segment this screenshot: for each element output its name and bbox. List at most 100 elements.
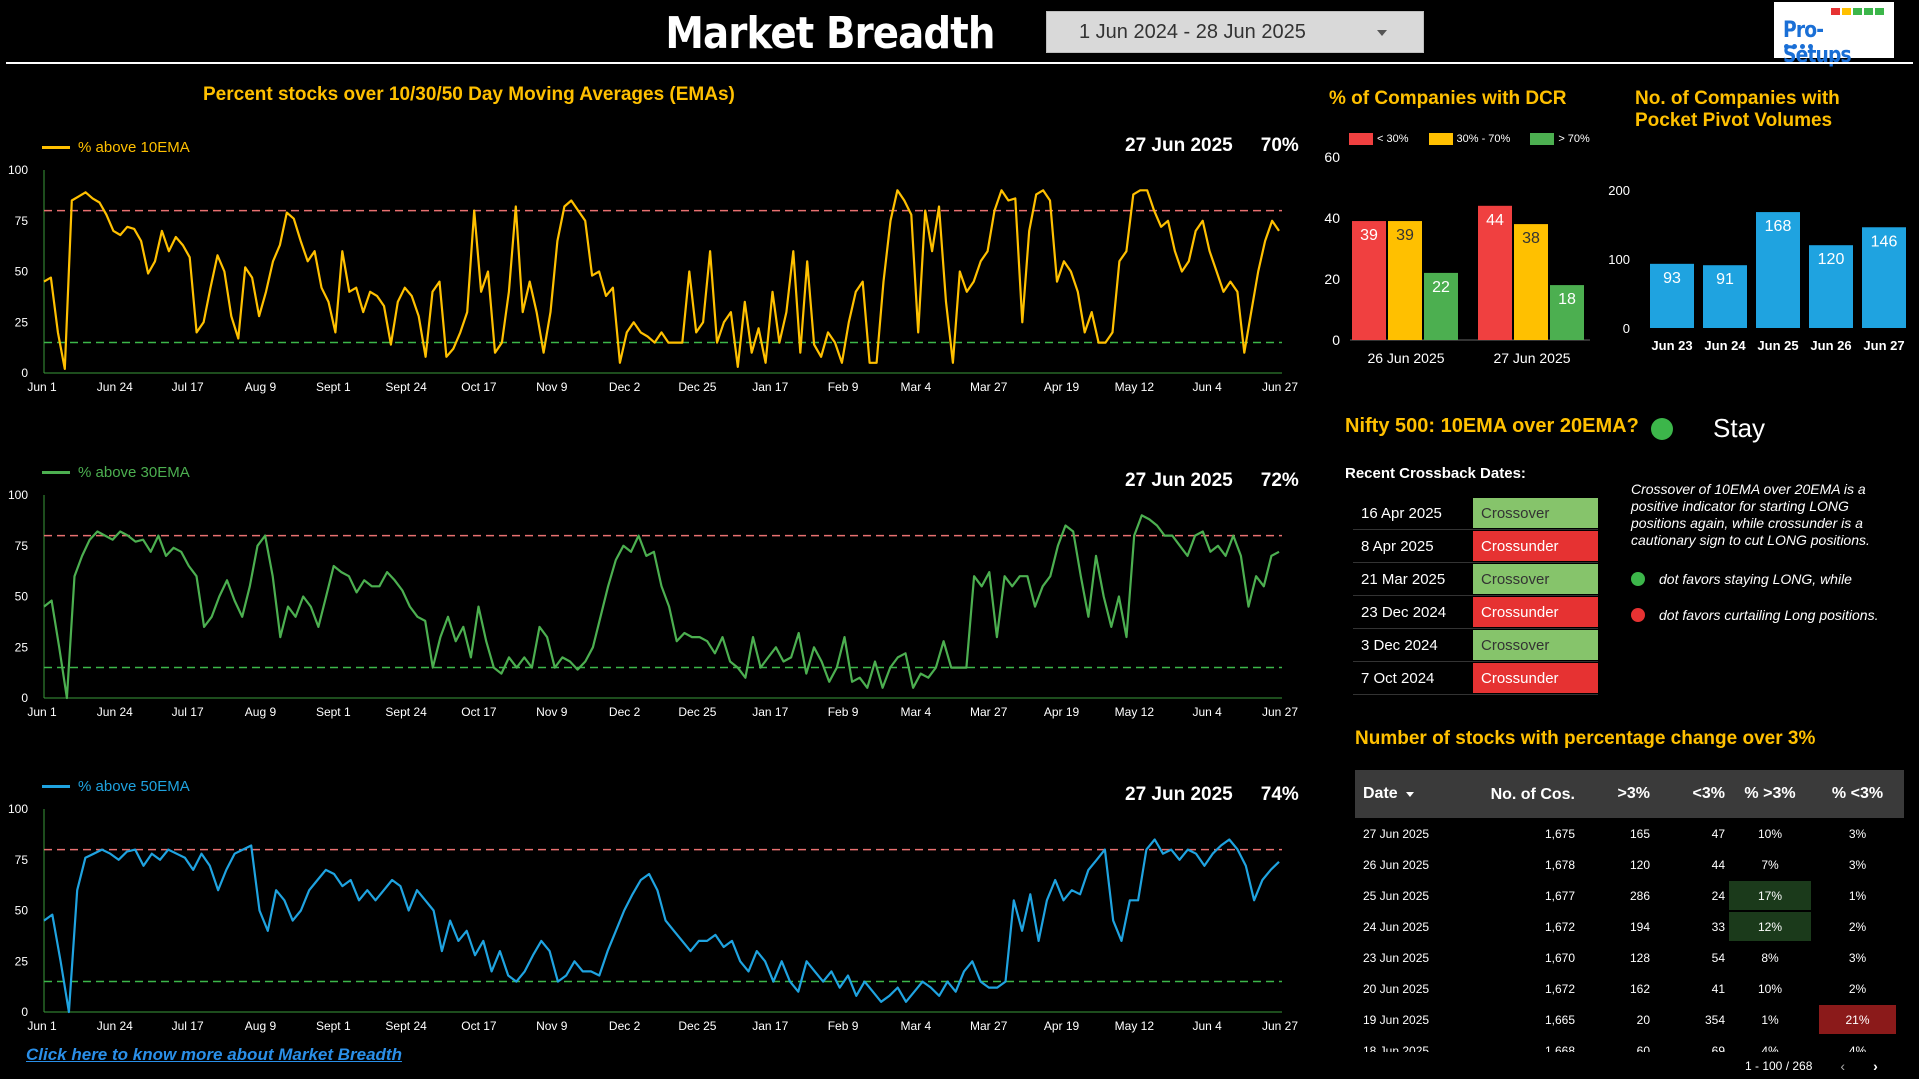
cell-plt: 3% (1848, 857, 1867, 872)
crossback-date: 21 Mar 2025 (1361, 570, 1446, 588)
cell-gt: 128 (1629, 950, 1650, 965)
bar-data-label: 168 (1765, 218, 1792, 235)
x-tick-label: May 12 (1115, 1019, 1155, 1033)
dcr-legend-mid: 30% - 70% (1428, 133, 1510, 145)
y-tick-label: 200 (1608, 183, 1630, 198)
bar-data-label: 39 (1360, 227, 1378, 244)
dcr-bar[interactable] (1388, 221, 1422, 340)
dcr-bar[interactable] (1514, 224, 1548, 340)
x-tick-label: Apr 19 (1044, 380, 1080, 394)
cell-date: 24 Jun 2025 (1363, 919, 1430, 934)
table-row[interactable]: 26 Jun 2025 1,678 120 44 7% 3% (1355, 849, 1904, 880)
table-row[interactable]: 24 Jun 2025 1,672 194 33 12% 2% (1355, 911, 1904, 942)
ema30-legend: % above 30EMA (42, 464, 190, 481)
red-dot-icon (1631, 608, 1645, 622)
y-tick-label: 25 (15, 954, 29, 968)
date-range-select[interactable]: 1 Jun 2024 - 28 Jun 2025 (1046, 11, 1424, 53)
y-tick-label: 100 (1608, 252, 1630, 267)
pocket-pivot-bar[interactable] (1703, 265, 1747, 328)
x-tick-label: Jan 17 (752, 1019, 788, 1033)
highlight-cell: 12% (1729, 912, 1811, 941)
x-tick-label: Apr 19 (1044, 705, 1080, 719)
legend-label: % above 10EMA (78, 139, 190, 156)
x-tick-label: Aug 9 (245, 1019, 277, 1033)
dcr-bar[interactable] (1550, 285, 1584, 340)
y-tick-label: 50 (15, 265, 29, 279)
crossback-type: Crossover (1473, 498, 1598, 528)
nifty-question: Nifty 500: 10EMA over 20EMA? (1345, 415, 1639, 437)
table-row[interactable]: 19 Jun 2025 1,665 20 354 1% 21% (1355, 1004, 1904, 1035)
x-tick-label: Sept 1 (316, 705, 351, 719)
x-tick-label: Jun 4 (1192, 1019, 1222, 1033)
pocket-pivot-bar[interactable] (1650, 263, 1694, 328)
dcr-legend-high: > 70% (1530, 133, 1590, 145)
next-page-icon[interactable]: › (1873, 1058, 1878, 1074)
market-breadth-info-link[interactable]: Click here to know more about Market Bre… (26, 1045, 402, 1064)
bar-data-label: 39 (1396, 227, 1414, 244)
cell-date: 20 Jun 2025 (1363, 981, 1430, 996)
y-tick-label: 25 (15, 640, 29, 654)
cell-plt: 3% (1848, 950, 1867, 965)
dcr-chart-title: % of Companies with DCR (1329, 88, 1567, 109)
cell-cos: 1,670 (1544, 950, 1575, 965)
table-row[interactable]: 27 Jun 2025 1,675 165 47 10% 3% (1355, 818, 1904, 849)
cell-plt: 2% (1848, 919, 1867, 934)
cell-pgt: 12% (1725, 912, 1815, 941)
y-tick-label: 40 (1324, 210, 1340, 226)
pocket-pivot-bar[interactable] (1809, 245, 1853, 328)
table-row[interactable]: 23 Jun 2025 1,670 128 54 8% 3% (1355, 942, 1904, 973)
x-tick-label: Oct 17 (461, 705, 497, 719)
pocket-pivot-bar[interactable] (1862, 227, 1906, 328)
pct-lt3-column-header[interactable]: % <3% (1831, 785, 1884, 802)
table-row[interactable]: 18 Jun 2025 1,668 60 69 4% 4% (1355, 1035, 1904, 1053)
pct-gt3-column-header[interactable]: % >3% (1744, 785, 1796, 802)
x-tick-label: Mar 4 (901, 1019, 932, 1033)
cos-column-header[interactable]: No. of Cos. (1490, 785, 1575, 803)
y-tick-label: 100 (8, 488, 28, 502)
green-dot-icon (1631, 572, 1645, 586)
crossback-table: 16 Apr 2025 Crossover 8 Apr 2025 Crossunder… (1353, 497, 1598, 695)
dcr-legend: < 30% 30% - 70% > 70% (1349, 133, 1590, 145)
logo-bars-icon (1831, 8, 1884, 15)
dcr-bar[interactable] (1478, 205, 1512, 340)
table-row[interactable]: 20 Jun 2025 1,672 162 41 10% 2% (1355, 973, 1904, 1004)
x-tick-label: Sept 24 (385, 380, 427, 394)
cell-lt: 24 (1711, 888, 1725, 903)
cell-cos: 1,672 (1544, 981, 1575, 996)
x-tick-label: Jun 1 (27, 705, 57, 719)
pct-change-table: Date No. of Cos. >3% <3% % >3% % <3% 27 … (1355, 770, 1904, 1052)
cell-pgt: 10% (1757, 826, 1783, 841)
ema10-last-value: 27 Jun 2025 70% (1125, 135, 1299, 157)
x-tick-label: Jun 4 (1192, 705, 1222, 719)
dcr-bar[interactable] (1424, 272, 1458, 340)
x-category-label: 26 Jun 2025 (1367, 350, 1444, 366)
cell-gt: 286 (1629, 888, 1650, 903)
gt3-column-header[interactable]: >3% (1617, 785, 1650, 802)
x-category-label: Jun 25 (1757, 338, 1798, 353)
y-tick-label: 0 (21, 691, 28, 705)
x-tick-label: Jun 1 (27, 1019, 57, 1033)
y-tick-label: 100 (8, 802, 28, 816)
sort-desc-icon[interactable] (1405, 791, 1414, 797)
crossback-type: Crossover (1473, 564, 1598, 594)
x-tick-label: Oct 17 (461, 1019, 497, 1033)
legend-swatch (42, 785, 70, 788)
x-category-label: Jun 26 (1810, 338, 1851, 353)
date-column-header[interactable]: Date (1355, 785, 1485, 803)
pocket-pivot-bar[interactable] (1756, 212, 1800, 328)
x-tick-label: Nov 9 (536, 1019, 568, 1033)
lt3-column-header[interactable]: <3% (1692, 785, 1725, 802)
prev-page-icon[interactable]: ‹ (1840, 1058, 1846, 1074)
table-row[interactable]: 25 Jun 2025 1,677 286 24 17% 1% (1355, 880, 1904, 911)
x-tick-label: Jul 17 (172, 1019, 204, 1033)
crossback-date: 8 Apr 2025 (1361, 537, 1434, 555)
series-line (43, 514, 1280, 700)
x-tick-label: Jun 4 (1192, 380, 1222, 394)
pro-setups-logo[interactable]: Pro-Setups (1774, 2, 1894, 68)
cell-pgt: 4% (1761, 1043, 1779, 1053)
bar-data-label: 146 (1871, 233, 1898, 250)
dcr-bar[interactable] (1352, 221, 1386, 340)
cell-pgt: 7% (1761, 857, 1779, 872)
x-tick-label: Jan 17 (752, 380, 788, 394)
